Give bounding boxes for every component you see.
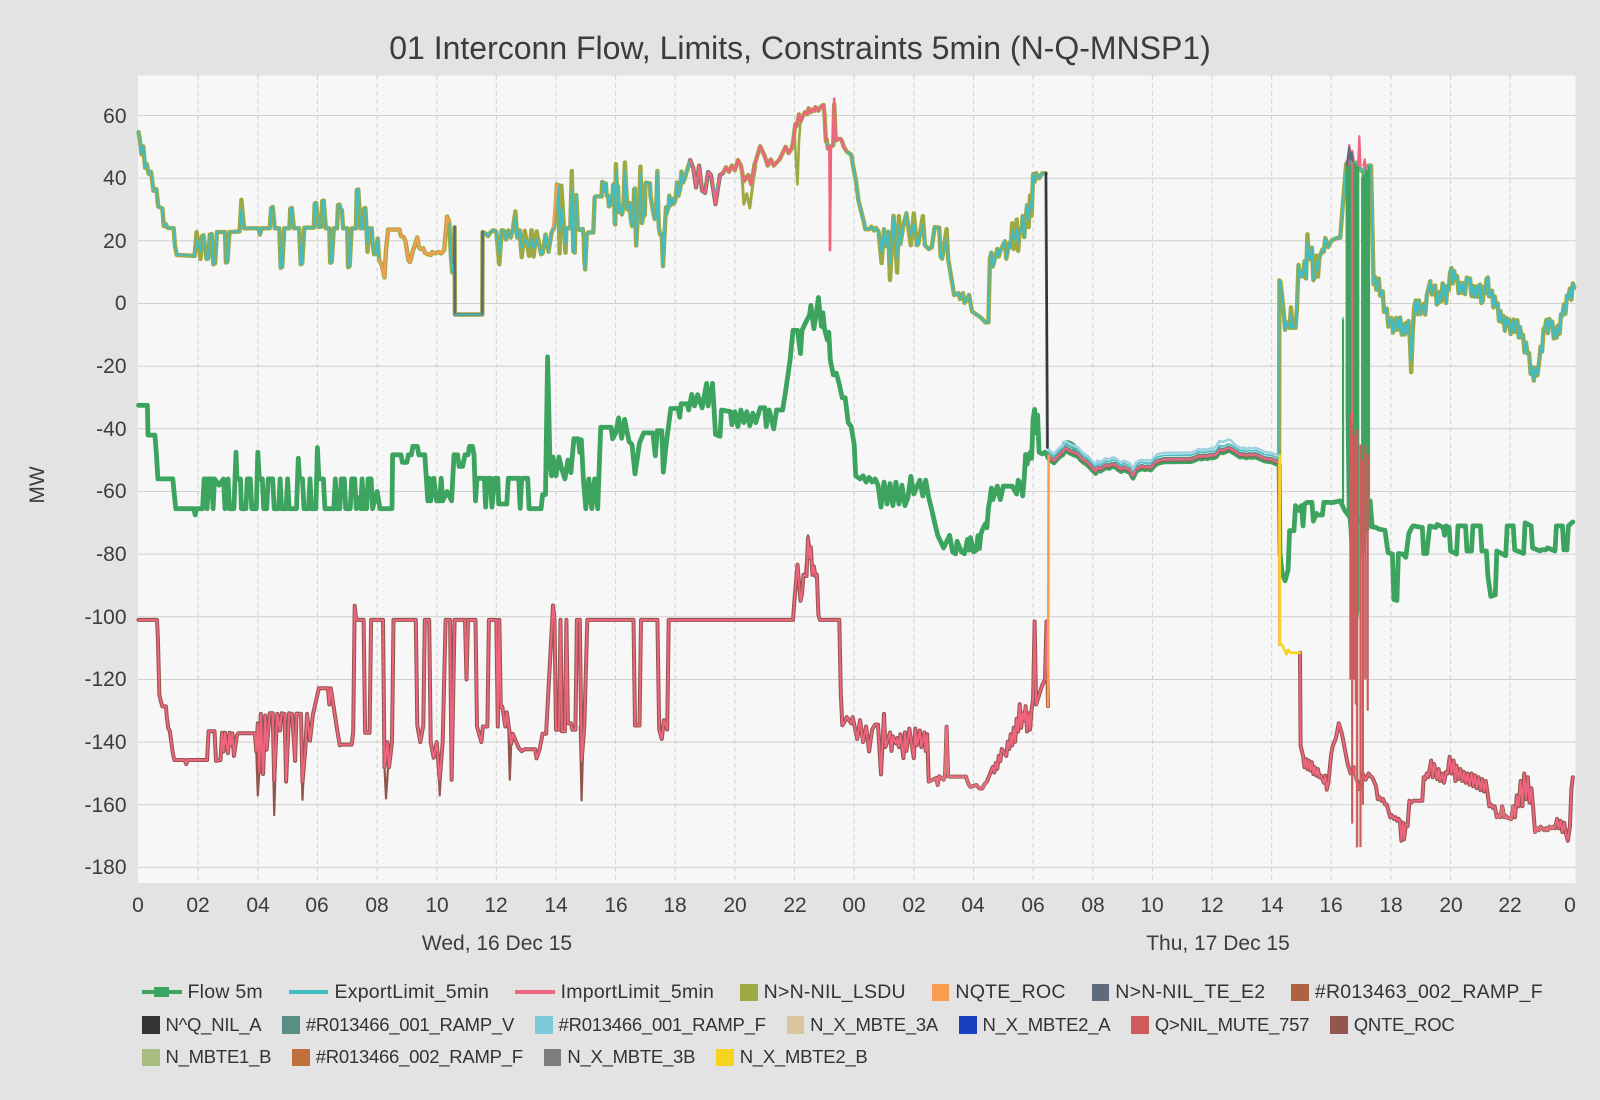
svg-text:16: 16 [604, 894, 627, 917]
svg-text:02: 02 [902, 894, 925, 917]
svg-text:08: 08 [365, 894, 388, 917]
svg-text:0: 0 [1564, 894, 1576, 917]
svg-text:20: 20 [1439, 894, 1462, 917]
svg-text:22: 22 [783, 894, 806, 917]
svg-text:06: 06 [305, 894, 328, 917]
svg-text:-80: -80 [96, 543, 126, 566]
svg-text:-20: -20 [96, 355, 126, 378]
svg-text:-120: -120 [84, 668, 126, 691]
svg-text:-180: -180 [84, 856, 126, 879]
svg-text:06: 06 [1021, 894, 1044, 917]
svg-text:18: 18 [1379, 894, 1402, 917]
svg-text:10: 10 [1140, 894, 1163, 917]
svg-text:-40: -40 [96, 418, 126, 441]
svg-text:Wed, 16 Dec 15: Wed, 16 Dec 15 [422, 932, 572, 955]
svg-text:0: 0 [132, 894, 144, 917]
svg-text:MW: MW [26, 466, 49, 503]
svg-text:16: 16 [1319, 894, 1342, 917]
svg-text:18: 18 [663, 894, 686, 917]
svg-text:02: 02 [186, 894, 209, 917]
svg-text:0: 0 [115, 292, 127, 315]
svg-text:04: 04 [961, 894, 985, 917]
svg-text:08: 08 [1081, 894, 1104, 917]
svg-text:12: 12 [484, 894, 507, 917]
svg-text:14: 14 [544, 894, 568, 917]
svg-text:-60: -60 [96, 480, 126, 503]
svg-text:60: 60 [103, 105, 126, 128]
svg-text:Thu, 17 Dec 15: Thu, 17 Dec 15 [1146, 932, 1290, 955]
svg-text:10: 10 [425, 894, 448, 917]
svg-text:00: 00 [842, 894, 865, 917]
svg-text:-140: -140 [84, 731, 126, 754]
svg-text:20: 20 [103, 230, 126, 253]
svg-text:12: 12 [1200, 894, 1223, 917]
svg-text:-160: -160 [84, 794, 126, 817]
svg-text:40: 40 [103, 167, 126, 190]
svg-text:22: 22 [1498, 894, 1521, 917]
svg-text:04: 04 [246, 894, 270, 917]
svg-text:14: 14 [1260, 894, 1284, 917]
svg-text:20: 20 [723, 894, 746, 917]
svg-text:-100: -100 [84, 606, 126, 629]
